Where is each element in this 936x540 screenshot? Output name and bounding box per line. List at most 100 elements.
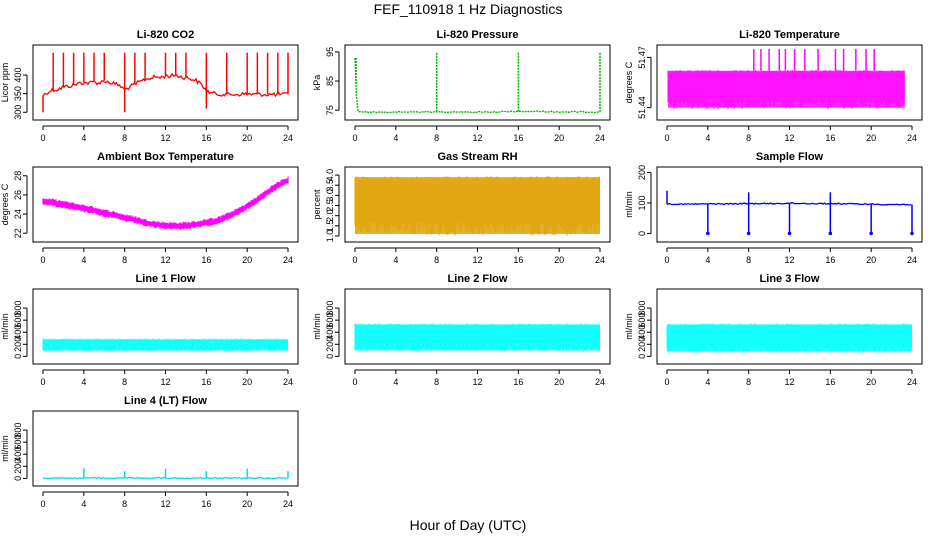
plot-area — [42, 52, 289, 113]
x-tick-label: 4 — [81, 499, 86, 509]
plot-frame — [344, 166, 611, 243]
x-tick-label: 12 — [472, 133, 482, 143]
x-tick-label: 8 — [122, 133, 127, 143]
chart-title: Line 1 Flow — [136, 273, 196, 285]
x-tick-label: 24 — [907, 133, 917, 143]
chart-panel-10: Line 4 (LT) Flow 0 4 8 12 16 20 24 0 200400600800… — [0, 395, 299, 509]
plot-frame — [344, 44, 611, 121]
x-tick-label: 12 — [160, 499, 170, 509]
x-tick-label: 0 — [664, 377, 669, 387]
y-tick-label: 4.0 — [325, 169, 335, 182]
x-tick-label: 12 — [160, 255, 170, 265]
y-tick-label: 0 — [13, 354, 23, 359]
y-tick-label: 600 — [13, 313, 23, 328]
x-tick-label: 12 — [784, 377, 794, 387]
x-tick-label: 8 — [122, 255, 127, 265]
y-tick-label: 200 — [637, 165, 647, 180]
x-tick-label: 24 — [595, 377, 605, 387]
x-tick-label: 8 — [122, 377, 127, 387]
x-tick-label: 16 — [513, 377, 523, 387]
data-point — [828, 231, 833, 236]
plot-frame — [32, 44, 299, 121]
x-tick-label: 12 — [472, 255, 482, 265]
y-tick-label: 400 — [637, 325, 647, 340]
x-tick-label: 24 — [283, 499, 293, 509]
x-tick-label: 20 — [866, 377, 876, 387]
y-tick-label: 0 — [13, 476, 23, 481]
x-tick-label: 20 — [242, 255, 252, 265]
chart-title: Sample Flow — [756, 151, 824, 163]
y-tick-label: 800 — [13, 423, 23, 438]
x-tick-label: 16 — [825, 377, 835, 387]
y-tick-label: 85 — [325, 76, 335, 86]
x-tick-label: 4 — [393, 133, 398, 143]
x-tick-label: 24 — [283, 377, 293, 387]
y-axis-label: ml/min — [624, 313, 634, 340]
y-axis-label: ml/min — [312, 313, 322, 340]
plot-frame — [32, 410, 299, 487]
figure-title: FEF_110918 1 Hz Diagnostics — [373, 1, 563, 17]
y-axis-label: percent — [312, 189, 322, 220]
chart-title: Li-820 Temperature — [739, 29, 840, 41]
y-tick-label: 200 — [13, 459, 23, 474]
x-tick-label: 20 — [242, 133, 252, 143]
x-tick-label: 4 — [705, 133, 710, 143]
x-tick-label: 12 — [472, 377, 482, 387]
data-point — [869, 231, 873, 236]
plot-area — [354, 51, 601, 114]
y-tick-label: 28 — [13, 171, 23, 181]
x-tick-label: 4 — [81, 133, 86, 143]
chart-panel-5: Gas Stream RH 0 4 8 12 16 20 24 1.01.52.02.53.03… — [312, 151, 611, 265]
y-tick-label: 26 — [13, 190, 23, 200]
y-tick-label: 350 — [13, 86, 23, 101]
x-tick-label: 12 — [160, 133, 170, 143]
x-tick-label: 0 — [352, 377, 357, 387]
x-tick-label: 16 — [201, 499, 211, 509]
y-axis-label: Licor ppm — [0, 63, 10, 103]
x-tick-label: 0 — [40, 499, 45, 509]
data-series-line — [354, 58, 600, 114]
chart-title: Li-820 Pressure — [437, 29, 519, 41]
x-tick-label: 4 — [705, 255, 710, 265]
y-tick-label: 0 — [637, 231, 647, 236]
plot-frame — [32, 166, 299, 243]
x-tick-label: 0 — [664, 255, 669, 265]
chart-title: Line 4 (LT) Flow — [124, 395, 207, 407]
x-tick-label: 12 — [784, 255, 794, 265]
data-series-line — [42, 72, 288, 98]
chart-panel-2: Li-820 Pressure 0 4 8 12 16 20 24 75 85 95 kPa — [312, 29, 611, 143]
x-axis-label: Hour of Day (UTC) — [409, 517, 527, 533]
x-tick-label: 4 — [81, 377, 86, 387]
y-tick-label: 800 — [637, 301, 647, 316]
x-tick-label: 16 — [201, 255, 211, 265]
chart-panel-7: Line 1 Flow 0 4 8 12 16 20 24 0 200400600800ml/mi… — [0, 273, 299, 387]
y-tick-label: 200 — [325, 337, 335, 352]
x-tick-label: 20 — [554, 255, 564, 265]
plot-frame — [656, 44, 923, 121]
plot-area — [354, 176, 600, 236]
chart-title: Li-820 CO2 — [137, 29, 194, 41]
chart-panel-9: Line 3 Flow 0 4 8 12 16 20 24 0 200400600800ml/mi… — [624, 273, 923, 387]
x-tick-label: 20 — [554, 377, 564, 387]
plot-area — [667, 49, 905, 110]
x-tick-label: 0 — [664, 133, 669, 143]
y-tick-label: 400 — [325, 325, 335, 340]
x-tick-label: 20 — [242, 499, 252, 509]
x-tick-label: 16 — [825, 133, 835, 143]
x-tick-label: 0 — [352, 255, 357, 265]
y-tick-label: 200 — [637, 337, 647, 352]
y-tick-label: 3.0 — [325, 189, 335, 202]
chart-title: Line 2 Flow — [448, 273, 508, 285]
x-tick-label: 16 — [513, 133, 523, 143]
x-tick-label: 20 — [554, 133, 564, 143]
y-axis-label: ml/min — [624, 191, 634, 218]
x-tick-label: 4 — [705, 377, 710, 387]
plot-frame — [656, 166, 923, 243]
y-axis-label: ml/min — [0, 313, 10, 340]
y-axis-label: degrees C — [624, 61, 634, 103]
plot-area — [354, 323, 600, 353]
x-tick-label: 24 — [283, 255, 293, 265]
y-tick-label: 1.0 — [325, 230, 335, 243]
y-tick-label: 800 — [13, 301, 23, 316]
